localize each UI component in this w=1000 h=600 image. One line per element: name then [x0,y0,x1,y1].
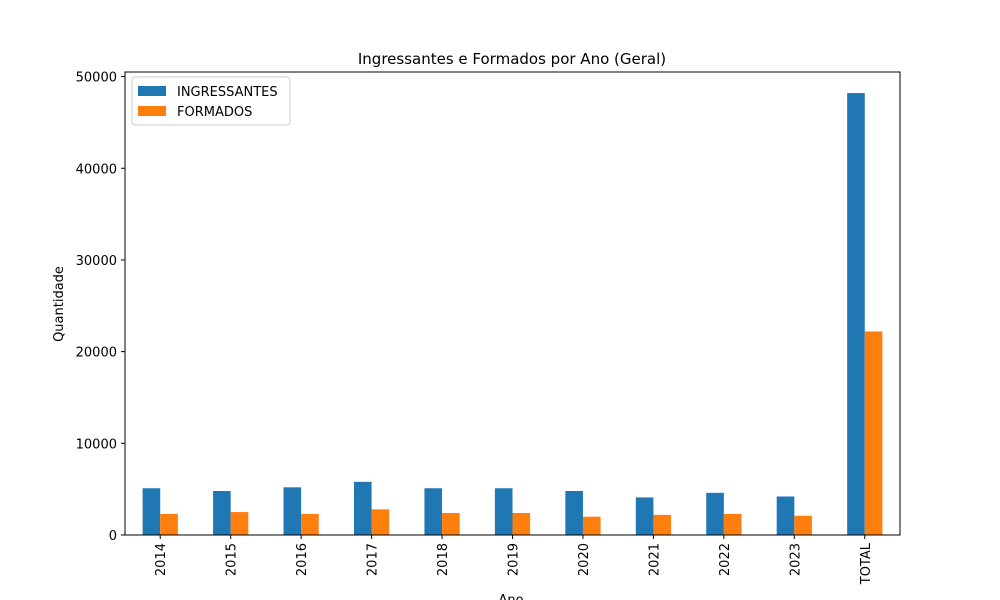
legend: INGRESSANTES FORMADOS [131,76,291,126]
bar [160,513,178,535]
x-axis-label: Ano [498,593,523,600]
bar [142,488,161,535]
bar [582,516,601,535]
bar [353,481,372,535]
bar [864,331,883,535]
plot-frame [124,71,901,536]
x-tick-label: 2018 [436,543,451,576]
bar [723,513,742,535]
chart-title: Ingressantes e Formados por Ano (Geral) [358,50,666,68]
bar [442,512,460,535]
y-tick-label: 0 [109,529,117,544]
bar [706,492,724,535]
x-tick-label: TOTAL [859,542,874,585]
x-tick-label: 2020 [577,543,592,576]
bar [512,512,531,535]
x-tick-label: 2019 [507,543,522,576]
bar [371,509,390,535]
x-tick-label: 2022 [718,543,733,576]
y-tick-label: 50000 [76,71,117,86]
bar [635,497,654,535]
y-tick-label: 10000 [76,437,117,452]
x-tick-label: 2015 [225,543,240,576]
y-tick-label: 40000 [76,162,117,177]
bar [213,490,231,535]
bar [794,515,812,535]
bar [301,513,319,535]
legend-swatch [138,86,166,96]
y-tick-label: 20000 [76,346,117,361]
y-axis-label: Quantidade [52,266,67,342]
bar [283,487,302,535]
x-tick-label: 2017 [366,543,381,576]
x-tick-label: 2014 [154,543,169,576]
bar [494,488,513,535]
y-tick-label: 30000 [76,254,117,269]
legend-label: FORMADOS [177,105,252,120]
bar [230,512,249,535]
x-tick-label: 2016 [295,543,310,576]
bar [653,514,672,535]
legend-label: INGRESSANTES [177,85,278,100]
legend-box [131,76,291,126]
bar [565,490,583,535]
bar [424,488,443,535]
legend-swatch [138,106,166,116]
x-tick-label: 2021 [647,543,662,576]
bar [776,496,795,535]
bar [847,93,865,535]
x-tick-label: 2023 [788,543,803,576]
